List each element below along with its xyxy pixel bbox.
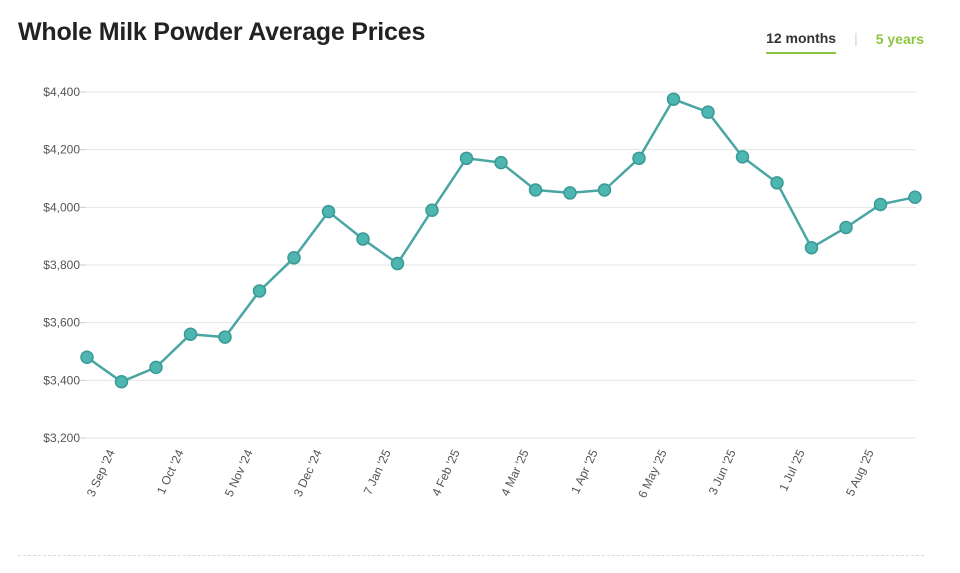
data-point[interactable] [321, 204, 336, 219]
series-line-layer [85, 97, 917, 384]
data-point[interactable] [770, 176, 784, 190]
y-axis-tick-labels: $3,200 $3,400 $3,600 $3,800 $4,000 $4,200 $4,4… [43, 85, 80, 445]
data-point[interactable] [632, 151, 646, 166]
data-point[interactable] [804, 240, 819, 255]
y-tick-label: $4,000 [43, 200, 80, 214]
data-points [80, 92, 922, 389]
data-point[interactable] [390, 256, 405, 271]
data-point[interactable] [563, 186, 577, 200]
data-point[interactable] [666, 92, 681, 106]
data-point[interactable] [597, 183, 612, 197]
x-tick-label: 3 Dec '24 [291, 447, 325, 499]
chart-title: Whole Milk Powder Average Prices [18, 18, 426, 46]
data-point[interactable] [908, 190, 922, 204]
x-tick-label: 1 Oct '24 [154, 447, 187, 496]
x-tick-label: 1 Jul '25 [776, 447, 808, 493]
bottom-divider [18, 555, 924, 556]
x-axis-tick-labels: 3 Sep '24 1 Oct '24 5 Nov '24 3 Dec '24 7 Ja… [84, 447, 877, 500]
x-tick-label: 7 Jan '25 [361, 447, 394, 497]
data-point[interactable] [701, 105, 715, 119]
data-point[interactable] [114, 375, 129, 389]
data-point[interactable] [839, 220, 853, 235]
data-point[interactable] [873, 197, 888, 212]
x-tick-label: 4 Feb '25 [429, 447, 463, 498]
tab-separator: | [854, 30, 858, 46]
y-tick-label: $3,200 [43, 431, 80, 445]
y-tick-label: $3,400 [43, 373, 80, 387]
tab-5-years[interactable]: 5 years [875, 31, 924, 47]
data-point[interactable] [149, 360, 163, 375]
y-tick-label: $4,400 [43, 85, 80, 99]
data-point[interactable] [287, 251, 301, 265]
x-tick-label: 3 Sep '24 [84, 447, 118, 499]
y-tick-label: $3,800 [43, 258, 80, 272]
data-point[interactable] [80, 350, 94, 365]
data-point[interactable] [218, 330, 232, 344]
data-point[interactable] [494, 155, 508, 170]
x-tick-label: 3 Jun '25 [706, 447, 739, 497]
series-line [85, 97, 917, 384]
data-point[interactable] [735, 150, 750, 164]
tab-12-months[interactable]: 12 months [766, 30, 837, 54]
x-tick-label: 4 Mar '25 [498, 447, 532, 498]
x-tick-label: 5 Aug '25 [843, 447, 877, 498]
x-tick-label: 6 May '25 [635, 447, 670, 500]
data-point[interactable] [425, 203, 439, 217]
x-tick-label: 1 Apr '25 [568, 447, 601, 496]
data-point[interactable] [459, 151, 474, 166]
grid-lines [80, 91, 916, 439]
y-tick-label: $4,200 [43, 143, 80, 157]
data-point[interactable] [356, 232, 370, 246]
data-point[interactable] [528, 183, 543, 197]
data-point[interactable] [252, 284, 267, 298]
data-point[interactable] [183, 327, 198, 341]
y-tick-label: $3,600 [43, 316, 80, 330]
range-tabs: 12 months | 5 years [766, 30, 924, 54]
x-tick-label: 5 Nov '24 [222, 447, 256, 499]
